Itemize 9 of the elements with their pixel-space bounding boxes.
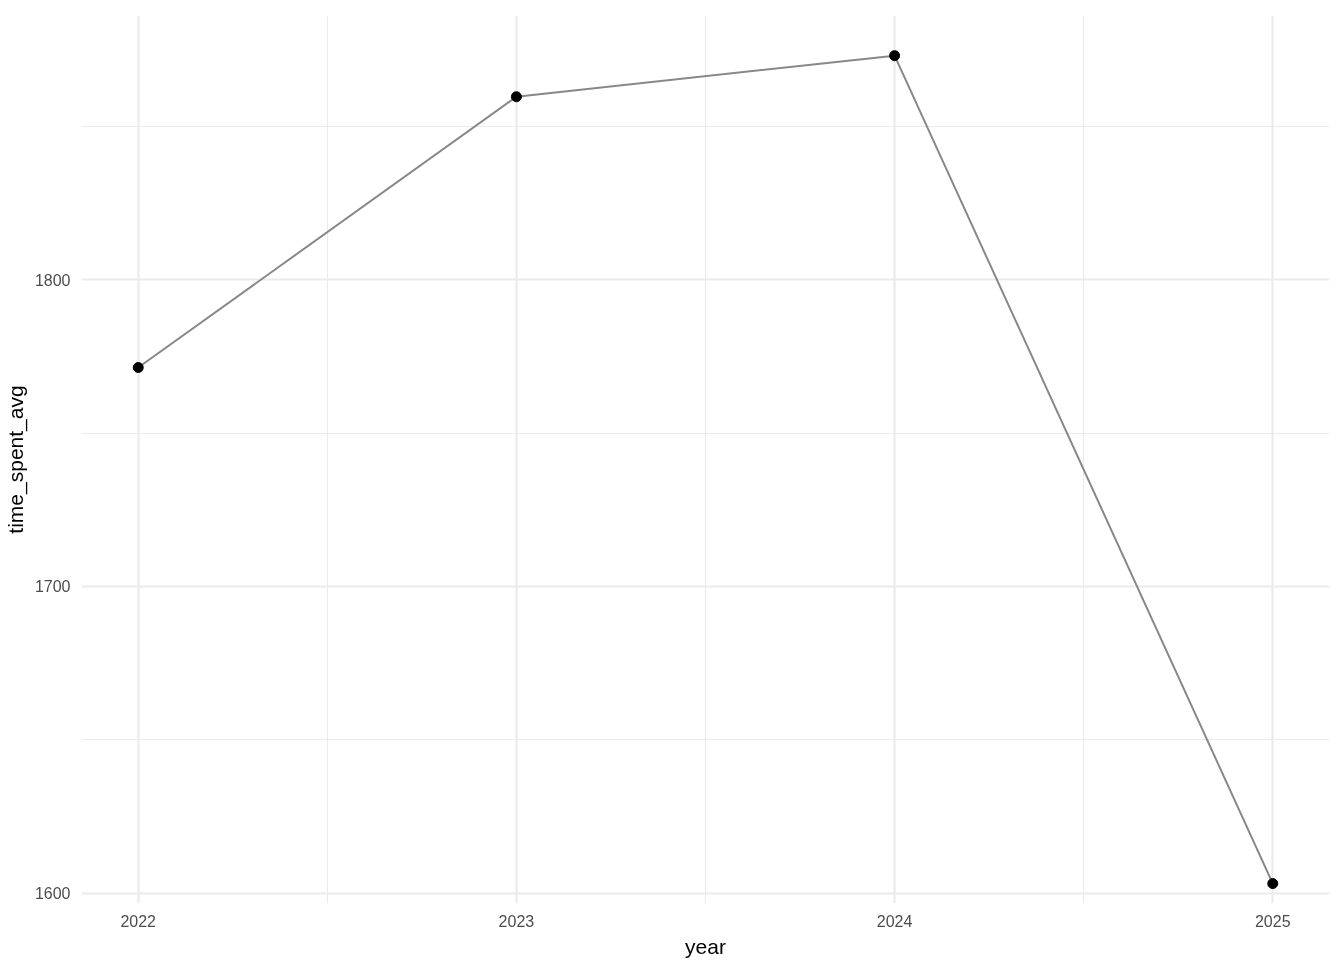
x-tick-label: 2025 [1254, 912, 1291, 930]
y-tick-label: 1700 [34, 578, 71, 596]
x-tick-label: 2023 [498, 912, 535, 930]
x-tick-label: 2022 [120, 912, 157, 930]
y-axis-title: time_spent_avg [3, 385, 28, 534]
x-tick-label: 2024 [876, 912, 913, 930]
y-tick-label: 1600 [34, 885, 71, 903]
x-axis-title: year [685, 934, 726, 958]
y-tick-label: 1800 [34, 271, 71, 289]
